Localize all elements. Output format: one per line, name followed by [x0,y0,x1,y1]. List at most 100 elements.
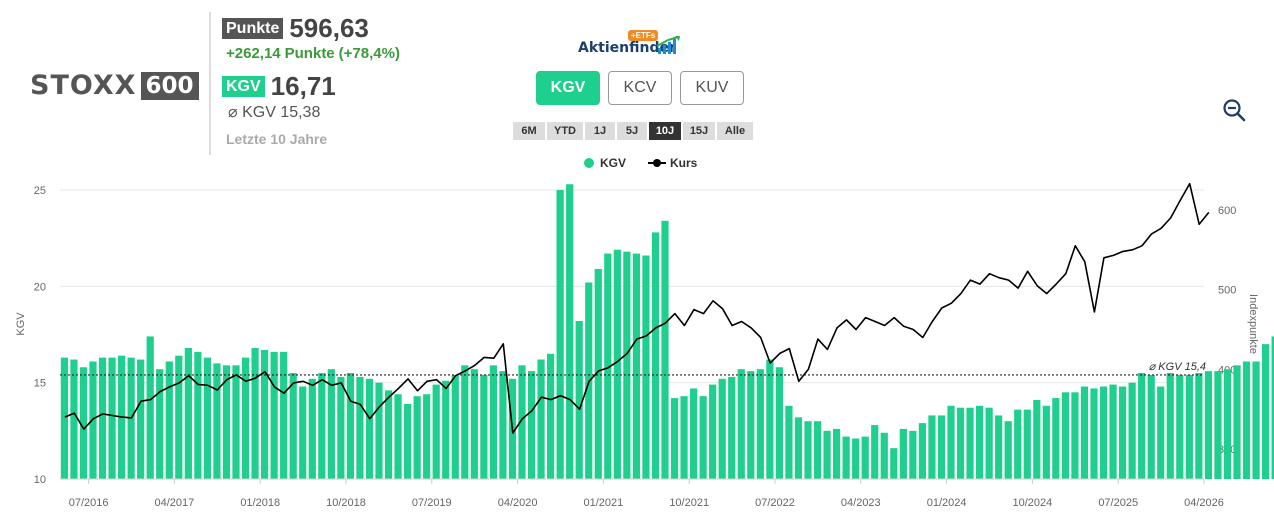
range-ytd[interactable]: YTD [547,122,583,140]
kgv-bar [833,428,841,479]
kgv-bar [79,367,88,479]
kgv-bar [823,430,831,479]
kgv-bar [995,415,1003,479]
kgv-bar [737,369,745,479]
kgv-bar [880,432,888,479]
kgv-bar [699,396,707,479]
kgv-bar [423,394,431,479]
kgv-bar [890,448,898,479]
y-right-axis-label: Indexpunkte [1247,294,1259,354]
kgv-bar [60,357,68,479]
legend-kurs-label[interactable]: Kurs [670,156,698,170]
kgv-bar [318,373,326,479]
legend-kgv-marker[interactable] [584,158,594,168]
change-row: +262,14 Punkte (+78,4%) [226,45,400,62]
x-tick-label: 04/2023 [841,497,881,509]
kgv-bar [766,359,774,479]
range-6m[interactable]: 6M [513,122,545,140]
kgv-bar [1204,371,1212,479]
kgv-bar [861,436,869,479]
kgv-bar [899,428,907,479]
kgv-row: KGV 16,71 [222,71,336,102]
kgv-bar [842,436,850,479]
kgv-bar [489,365,497,479]
kgv-bar [222,365,231,479]
range-1j[interactable]: 1J [585,122,615,140]
kgv-bar [966,407,974,479]
range-alle[interactable]: Alle [717,122,753,140]
kgv-bar [1109,384,1117,479]
kgv-bar [1099,386,1108,479]
tab-kuv[interactable]: KUV [680,71,744,105]
kgv-bar [1023,409,1031,479]
kgv-bar [1233,365,1241,479]
kgv-bar [308,378,316,479]
kgv-bar [670,398,679,479]
points-label: Punkte [222,18,284,39]
legend-kgv-label[interactable]: KGV [600,156,627,170]
kgv-bar [947,405,955,479]
kgv-bar [184,347,192,479]
kgv-bar [1033,400,1041,479]
x-tick-label: 04/2026 [1184,497,1224,509]
x-tick-label: 01/2024 [927,497,967,509]
kgv-bar [1223,369,1232,479]
kgv-bar [852,438,860,479]
ratio-tabs: KGV KCV KUV [536,71,744,105]
kgv-bar [108,357,116,479]
y-left-axis-label: KGV [15,312,27,336]
kgv-bar [442,380,450,479]
kgv-bar [937,415,946,479]
change-unit: Punkte [284,45,335,62]
kgv-bar [375,382,383,479]
y-right-tick-label: 600 [1218,205,1236,217]
header-divider [209,12,211,155]
kgv-bar [98,357,107,479]
kgv-bar [651,232,660,479]
index-logo: STOXX 600 [30,70,199,101]
x-tick-label: 07/2025 [1098,497,1138,509]
kgv-bar [747,371,755,479]
kgv-bar [623,251,631,479]
zoom-out-icon[interactable] [1222,98,1246,122]
kgv-bar [299,386,307,479]
kgv-bar [1157,386,1165,479]
legend-kurs-marker[interactable] [648,158,667,168]
x-tick-label: 07/2016 [69,497,109,509]
y-left-tick-label: 10 [34,474,46,486]
x-tick-label: 01/2018 [240,497,280,509]
tab-kcv[interactable]: KCV [608,71,672,105]
kgv-bar [718,378,726,479]
kgv-bar [356,376,364,479]
kgv-bar [346,373,354,479]
x-tick-label: 04/2020 [498,497,538,509]
kgv-bar [556,190,564,479]
x-tick-label: 04/2017 [155,497,195,509]
kgv-bar [918,423,926,479]
x-tick-label: 01/2021 [584,497,624,509]
kgv-bar [1090,388,1098,479]
range-10j[interactable]: 10J [649,122,681,140]
kgv-bar [327,369,335,479]
kgv-bar [956,407,965,479]
kgv-bar [194,351,202,479]
tab-kgv[interactable]: KGV [536,71,600,105]
kgv-bar [480,374,488,479]
x-tick-label: 10/2024 [1013,497,1053,509]
kgv-bar [642,255,650,479]
kgv-bar [632,253,640,479]
chart-legend: KGV Kurs [584,156,697,170]
kgv-bar [756,369,764,479]
kgv-bar [775,367,783,479]
range-5j[interactable]: 5J [617,122,647,140]
kgv-bar [613,249,621,479]
kgv-bar [1252,361,1260,479]
kgv-bar [232,365,240,479]
brand-badge: +ETFs [628,30,659,41]
kgv-bar [1014,409,1022,479]
kgv-bar [1061,392,1069,479]
range-15j[interactable]: 15J [683,122,715,140]
kgv-bar [203,357,211,479]
kgv-bar [1138,373,1146,479]
kgv-bar [404,403,412,479]
